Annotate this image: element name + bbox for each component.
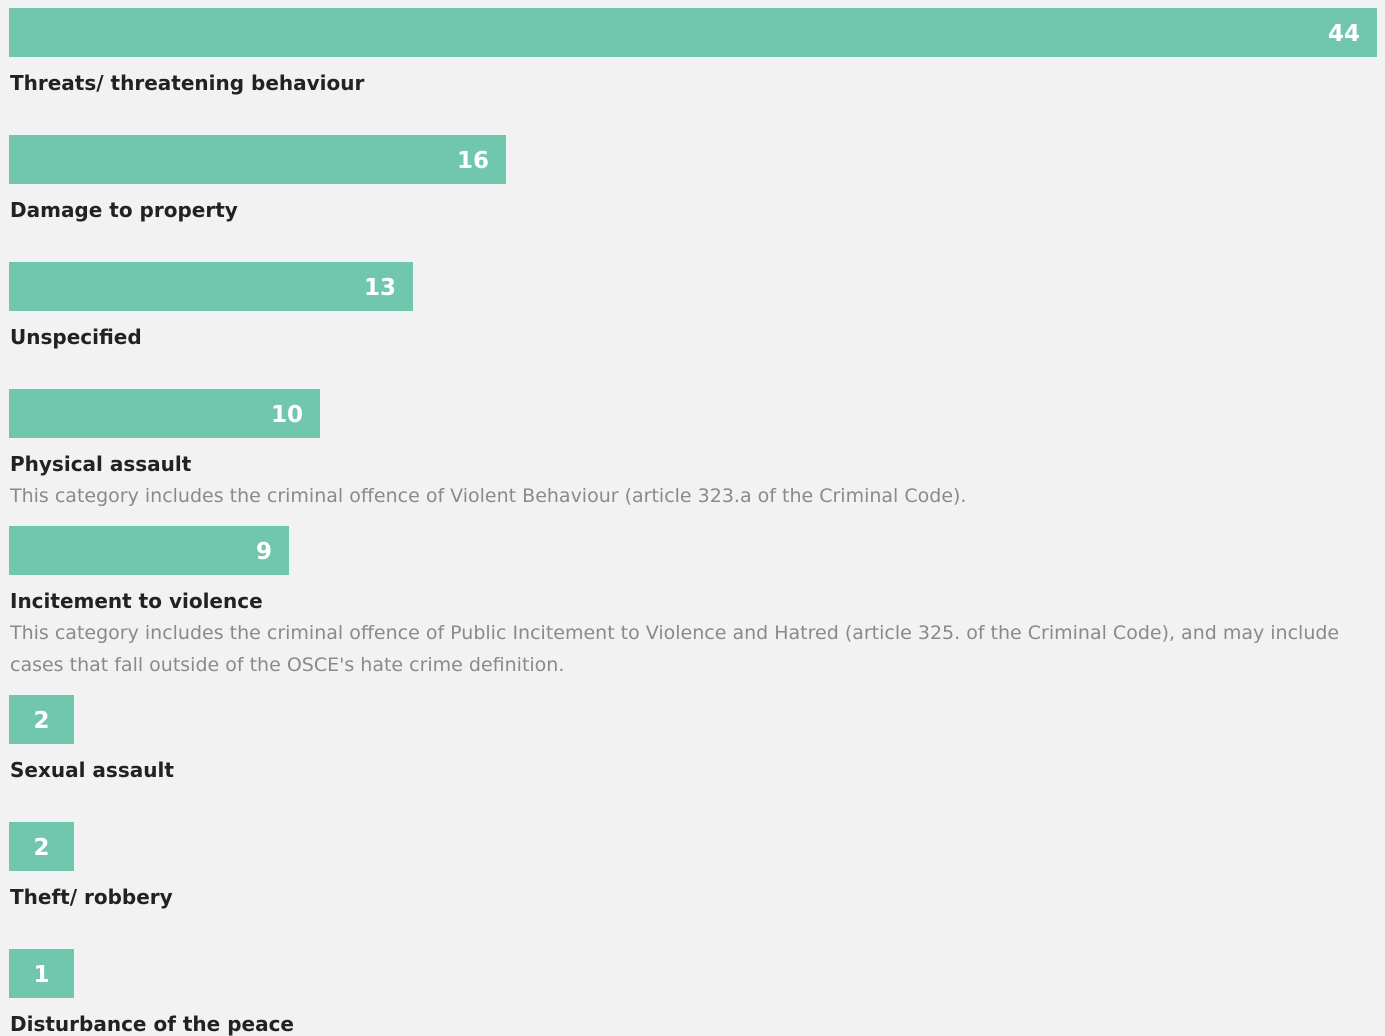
bar-value-label: 10 <box>270 402 303 428</box>
bar-value-label: 44 <box>1327 21 1360 47</box>
bar-mark: 9 <box>9 526 289 575</box>
category-note: This category includes the criminal offe… <box>10 622 1340 676</box>
bar-mark: 1 <box>9 949 74 998</box>
category-label: Sexual assault <box>10 758 174 782</box>
bar-value-label: 1 <box>33 962 50 988</box>
category-note: This category includes the criminal offe… <box>10 485 967 507</box>
category-label: Damage to property <box>10 198 238 222</box>
bar-mark: 16 <box>9 135 506 184</box>
bar-value-label: 13 <box>363 275 396 301</box>
bar-value-label: 9 <box>255 539 272 565</box>
category-label: Unspecified <box>10 325 142 349</box>
bar-value-label: 2 <box>33 835 50 861</box>
category-label: Incitement to violence <box>10 589 263 613</box>
bar-mark: 13 <box>9 262 413 311</box>
bar-mark: 10 <box>9 389 320 438</box>
category-label: Threats/ threatening behaviour <box>10 71 365 95</box>
bar-value-label: 2 <box>33 708 50 734</box>
category-label: Disturbance of the peace <box>10 1012 294 1036</box>
bar-mark: 44 <box>9 8 1377 57</box>
category-label: Theft/ robbery <box>10 885 173 909</box>
bar-mark: 2 <box>9 822 74 871</box>
bar-mark: 2 <box>9 695 74 744</box>
category-label: Physical assault <box>10 452 192 476</box>
bar-value-label: 16 <box>456 148 489 174</box>
